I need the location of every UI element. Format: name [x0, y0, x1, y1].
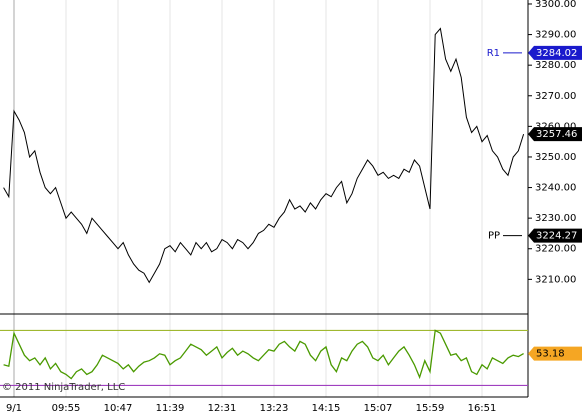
last-osc-badge-label: 53.18 [536, 349, 565, 360]
y-tick-label: 3210.00 [535, 274, 576, 285]
x-tick-label: 12:31 [208, 403, 237, 414]
last-osc-badge [528, 346, 582, 361]
x-tick-label: 9/1 [6, 403, 22, 414]
last-price-badge-label: 3257.46 [536, 129, 577, 140]
x-tick-label: 15:59 [416, 403, 445, 414]
y-tick-label: 3260.00 [535, 121, 576, 132]
x-tick-label: 16:51 [468, 403, 497, 414]
last-price-badge [528, 127, 582, 142]
x-tick-label: 14:15 [312, 403, 341, 414]
pivot-badge-label: 3224.27 [536, 231, 577, 242]
pivot-badge [528, 228, 582, 243]
price-line [3, 27, 525, 284]
pivot-badge [528, 45, 582, 60]
x-tick-label: 13:23 [260, 403, 289, 414]
y-tick-label: 3290.00 [535, 30, 576, 41]
pivot-name: PP [488, 231, 500, 242]
y-tick-label: 3280.00 [535, 60, 576, 71]
y-tick-label: 3270.00 [535, 91, 576, 102]
y-tick-label: 3300.00 [535, 0, 576, 10]
x-tick-label: 15:07 [364, 403, 393, 414]
x-tick-label: 10:47 [104, 403, 133, 414]
y-tick-label: 3230.00 [535, 213, 576, 224]
x-tick-label: 09:55 [52, 403, 81, 414]
y-tick-label: 3250.00 [535, 152, 576, 163]
y-tick-label: 3240.00 [535, 183, 576, 194]
x-tick-label: 11:39 [156, 403, 185, 414]
watermark: © 2011 NinjaTrader, LLC [2, 382, 125, 393]
y-tick-label: 3220.00 [535, 244, 576, 255]
pivot-name: R1 [487, 48, 500, 59]
price-line [3, 329, 524, 380]
pivot-badge-label: 3284.02 [536, 48, 577, 59]
